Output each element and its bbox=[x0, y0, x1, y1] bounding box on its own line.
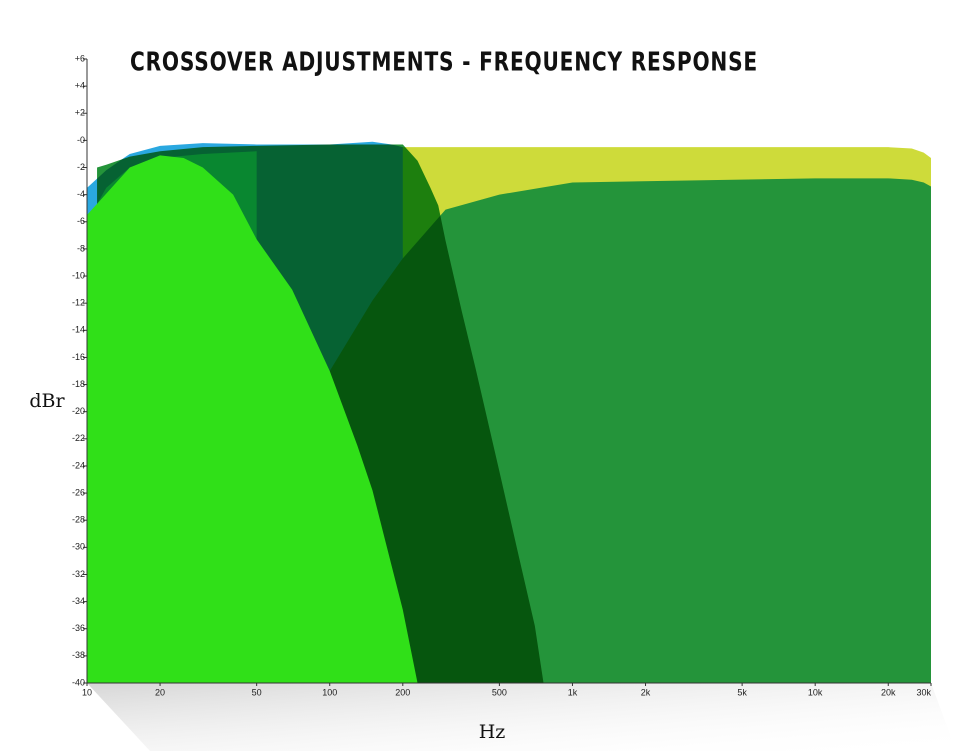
y-tick-label: -20 bbox=[72, 406, 85, 416]
y-tick-label: +4 bbox=[75, 81, 85, 91]
y-tick-label: -36 bbox=[72, 623, 85, 633]
y-tick-label: -18 bbox=[72, 379, 85, 389]
y-tick-label: -22 bbox=[72, 433, 85, 443]
y-tick-label: +2 bbox=[75, 108, 85, 118]
y-tick-label: -4 bbox=[77, 189, 85, 199]
y-tick-label: -34 bbox=[72, 596, 85, 606]
area bbox=[87, 155, 418, 683]
y-tick-label: -30 bbox=[72, 542, 85, 552]
x-tick-label: 1k bbox=[568, 687, 578, 697]
y-axis-label: dBr bbox=[29, 390, 65, 412]
x-tick-label: 20 bbox=[155, 687, 165, 697]
x-tick-label: 200 bbox=[395, 687, 410, 697]
y-tick-label: -24 bbox=[72, 460, 85, 470]
y-tick-label: -40 bbox=[72, 677, 85, 687]
y-tick-label: -14 bbox=[72, 325, 85, 335]
y-tick-label: -16 bbox=[72, 352, 85, 362]
y-tick-label: -8 bbox=[77, 243, 85, 253]
y-tick-label: -32 bbox=[72, 569, 85, 579]
y-tick-label: -26 bbox=[72, 487, 85, 497]
y-tick-label: +6 bbox=[75, 53, 85, 63]
y-tick-label: -12 bbox=[72, 298, 85, 308]
y-tick-label: -6 bbox=[77, 216, 85, 226]
chart-title: CROSSOVER ADJUSTMENTS - FREQUENCY RESPON… bbox=[130, 48, 758, 78]
y-tick-label: -2 bbox=[77, 162, 85, 172]
x-tick-label: 50 bbox=[252, 687, 262, 697]
x-tick-label: 30k bbox=[916, 687, 931, 697]
x-tick-label: 10k bbox=[808, 687, 823, 697]
y-tick-label: -0 bbox=[77, 135, 85, 145]
x-tick-label: 5k bbox=[737, 687, 747, 697]
x-tick-label: 500 bbox=[492, 687, 507, 697]
x-tick-label: 100 bbox=[322, 687, 337, 697]
plot-area bbox=[87, 141, 932, 684]
y-tick-label: -10 bbox=[72, 270, 85, 280]
x-axis-label: Hz bbox=[479, 721, 506, 743]
x-tick-label: 2k bbox=[641, 687, 651, 697]
x-tick-label: 10 bbox=[82, 687, 92, 697]
y-tick-label: -28 bbox=[72, 515, 85, 525]
y-tick-label: -38 bbox=[72, 650, 85, 660]
x-tick-label: 20k bbox=[881, 687, 896, 697]
shadow bbox=[87, 683, 956, 751]
